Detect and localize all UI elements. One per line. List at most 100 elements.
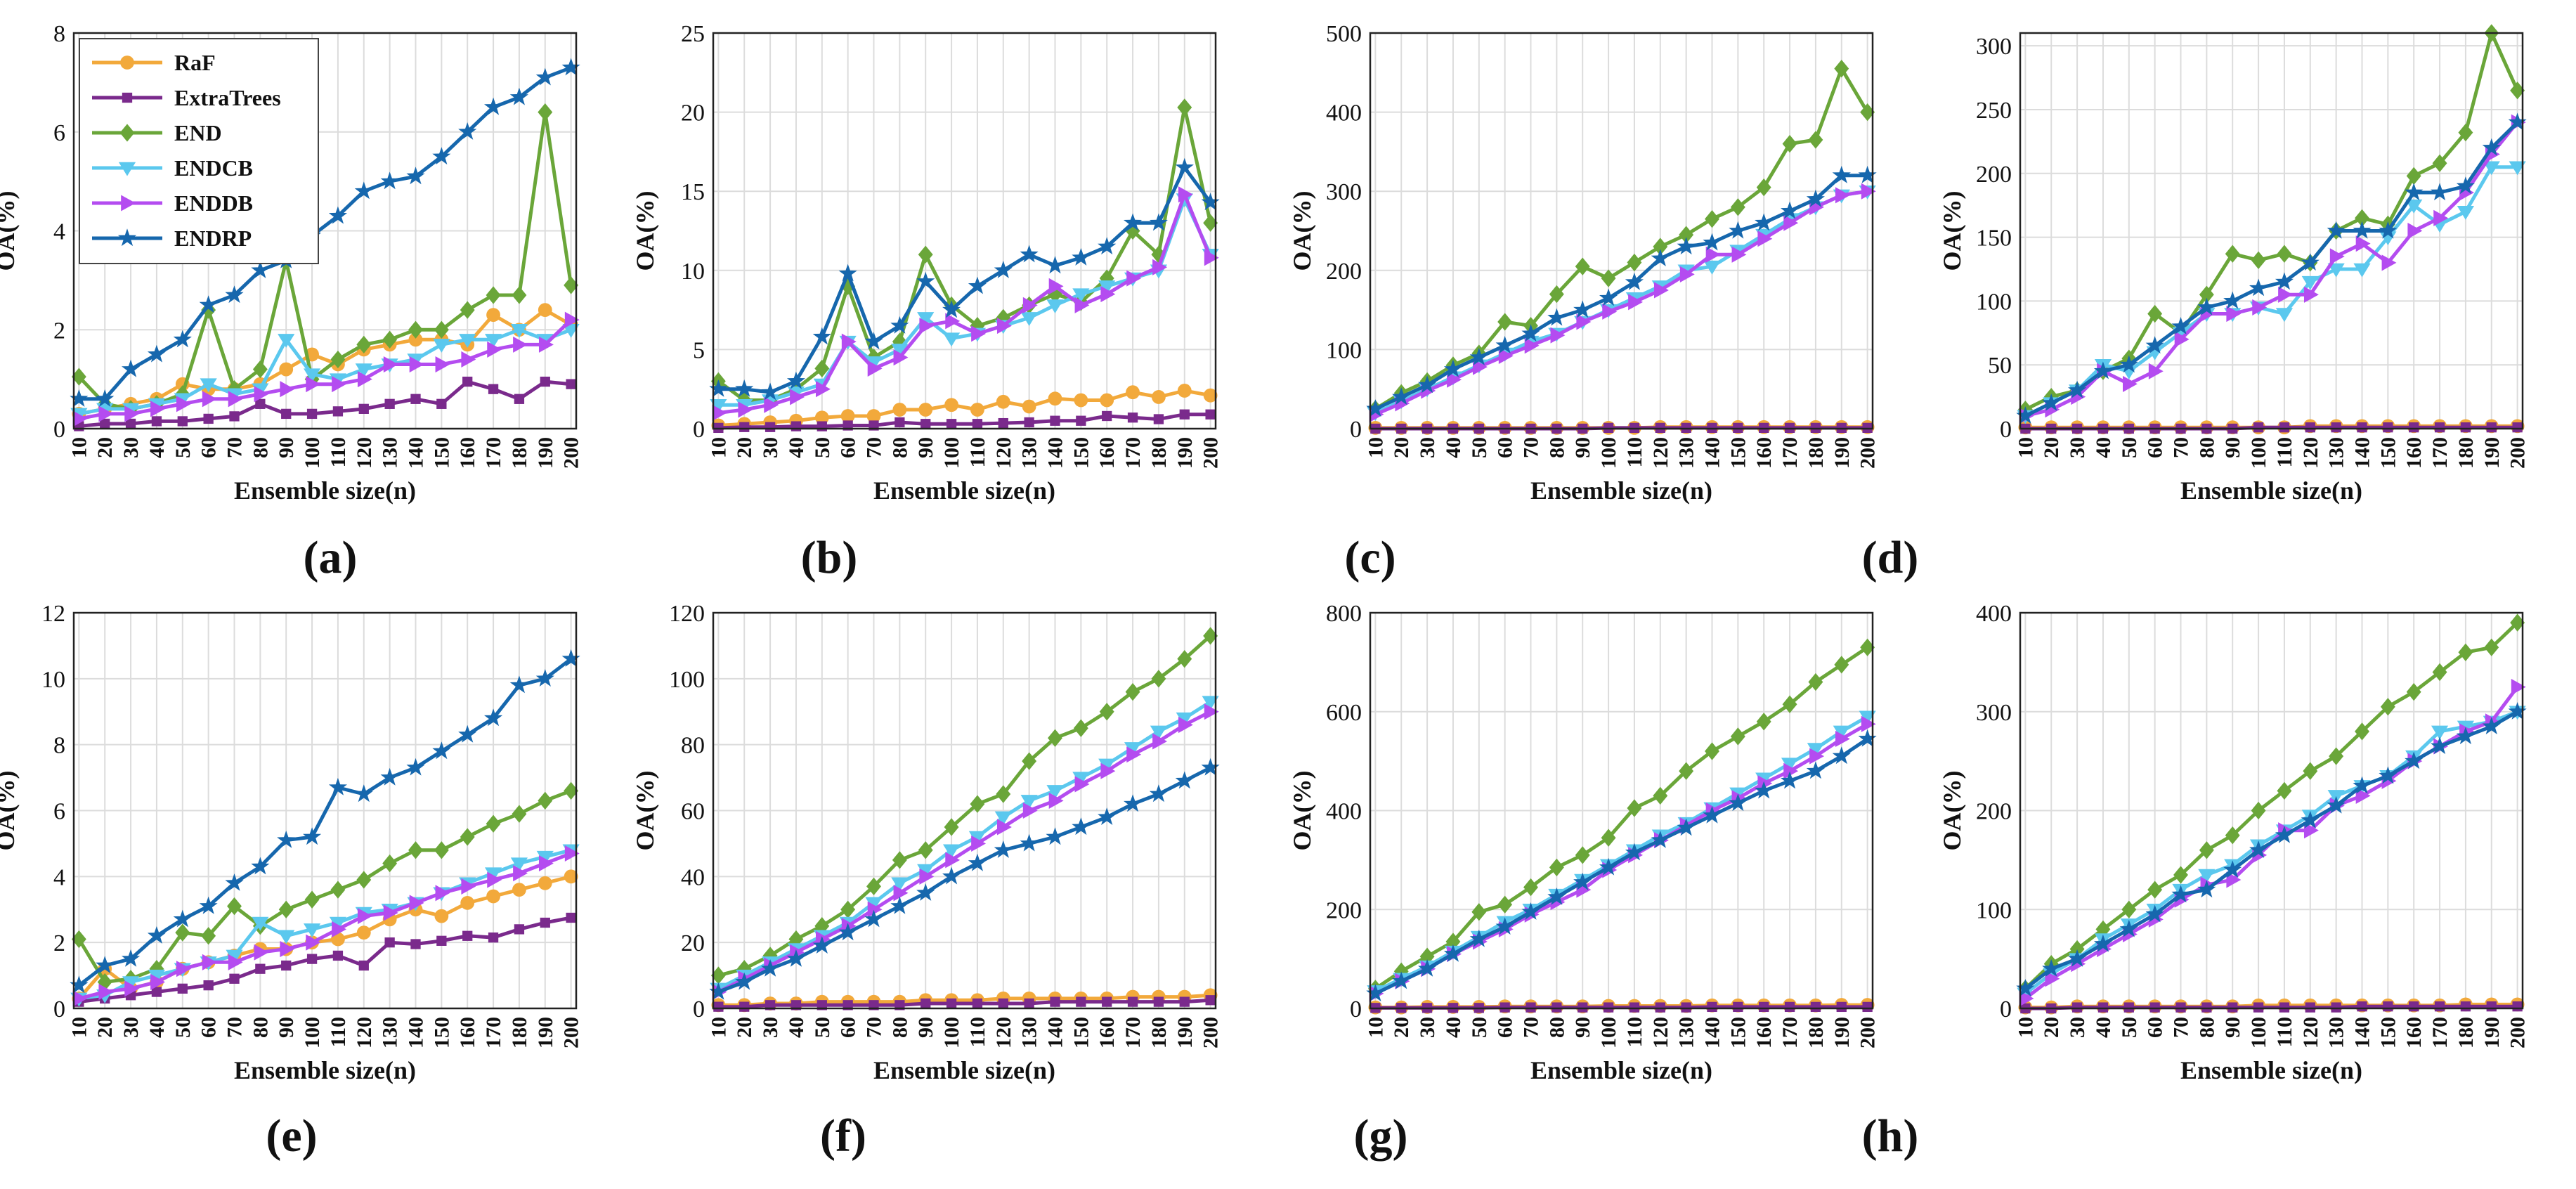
x-tick-label: 120 (353, 1017, 376, 1048)
x-tick-label: 50 (171, 437, 195, 458)
marker-endcb (536, 850, 554, 865)
marker-endcb (510, 324, 528, 338)
marker-extratrees (1836, 1001, 1847, 1013)
panel-label: (a) (304, 532, 358, 583)
marker-enddb (815, 381, 831, 398)
marker-enddb (332, 376, 347, 393)
marker-extratrees (1500, 1002, 1510, 1013)
marker-enddb (996, 819, 1012, 836)
marker-extratrees (384, 937, 395, 948)
marker-endrp (786, 371, 805, 389)
marker-endrp (2223, 860, 2242, 878)
marker-end (1073, 719, 1088, 737)
marker-end (1022, 752, 1037, 770)
marker-extratrees (1733, 1001, 1743, 1013)
marker-endrp (2353, 776, 2372, 794)
marker-extratrees (2512, 422, 2523, 433)
marker-endcb (1020, 312, 1038, 326)
marker-endcb (710, 398, 727, 413)
marker-raf (918, 403, 933, 417)
marker-endcb (1703, 260, 1721, 275)
marker-endrp (354, 784, 373, 803)
plot-frame (712, 32, 1217, 430)
marker-endrp (942, 866, 961, 885)
marker-extratrees (436, 398, 447, 409)
x-tick-label: 60 (1494, 1017, 1517, 1038)
y-tick-label: 0 (53, 417, 65, 443)
marker-end (512, 286, 527, 304)
marker-endrp (1149, 213, 1168, 231)
y-tick-label: 50 (1988, 353, 2012, 379)
marker-raf (814, 410, 829, 425)
x-tick-label: 180 (2454, 1017, 2478, 1048)
marker-enddb (72, 410, 88, 427)
marker-end (736, 960, 752, 978)
marker-endrp (942, 300, 961, 318)
marker-endrp (1547, 308, 1566, 326)
marker-enddb (893, 885, 909, 902)
marker-extratrees (2201, 1002, 2212, 1013)
x-tick-label: 120 (992, 1017, 1015, 1048)
marker-end (1177, 650, 1192, 668)
marker-endrp (1651, 249, 1670, 266)
marker-extratrees (436, 935, 447, 946)
legend-entry: RaF (174, 50, 216, 75)
marker-end (1203, 627, 1218, 645)
marker-end (1782, 695, 1797, 713)
marker-endrp (2197, 297, 2216, 316)
marker-enddb (513, 336, 528, 353)
marker-end (538, 103, 553, 122)
marker-endcb (118, 162, 136, 176)
marker-endrp (1573, 872, 1592, 890)
marker-endrp (2482, 717, 2501, 734)
marker-end (408, 841, 423, 859)
x-tick-label: 50 (2118, 437, 2141, 458)
x-tick-label: 180 (2454, 437, 2478, 469)
x-tick-label: 30 (2066, 437, 2089, 458)
marker-end (1177, 98, 1192, 117)
marker-raf (840, 409, 855, 423)
x-tick-label: 130 (1018, 437, 1041, 469)
marker-endcb (2483, 161, 2500, 176)
plot-frame (2019, 32, 2524, 430)
marker-endrp (838, 264, 857, 282)
marker-enddb (2511, 679, 2526, 696)
marker-extratrees (1526, 1002, 1536, 1013)
marker-enddb (280, 941, 295, 958)
x-axis-label: Ensemble size(n) (873, 476, 1055, 505)
y-tick-label: 120 (669, 601, 705, 627)
x-tick-label: 40 (145, 437, 169, 458)
legend-entry: ENDDB (174, 190, 253, 216)
y-tick-label: 10 (41, 667, 65, 693)
marker-endrp (199, 896, 218, 914)
marker-endcb (200, 378, 217, 393)
marker-endcb (2405, 199, 2423, 214)
y-tick-label: 600 (1326, 700, 1362, 726)
plot-frame (72, 611, 578, 1010)
marker-endrp (1366, 984, 1385, 1001)
marker-raf (279, 362, 294, 377)
x-tick-label: 160 (456, 437, 479, 469)
marker-enddb (564, 311, 580, 328)
marker-endrp (2145, 904, 2164, 923)
marker-endrp (117, 228, 137, 247)
x-tick-label: 90 (1571, 1017, 1594, 1038)
marker-endrp (225, 285, 244, 304)
marker-endrp (1124, 794, 1143, 812)
y-axis-label: OA(%) (1288, 771, 1316, 851)
marker-enddb (280, 381, 295, 398)
x-tick-label: 180 (508, 1017, 531, 1048)
marker-end (1834, 60, 1849, 78)
marker-end (814, 359, 830, 378)
y-tick-label: 2 (53, 930, 65, 956)
x-tick-label: 110 (327, 437, 350, 467)
marker-endrp (1124, 213, 1143, 231)
marker-endcb (1046, 785, 1064, 799)
marker-endrp (1046, 256, 1065, 274)
x-tick-label: 150 (430, 1017, 453, 1048)
marker-endrp (864, 332, 883, 350)
marker-endrp (1858, 729, 1877, 747)
marker-extratrees (895, 417, 905, 428)
marker-extratrees (2409, 422, 2419, 433)
